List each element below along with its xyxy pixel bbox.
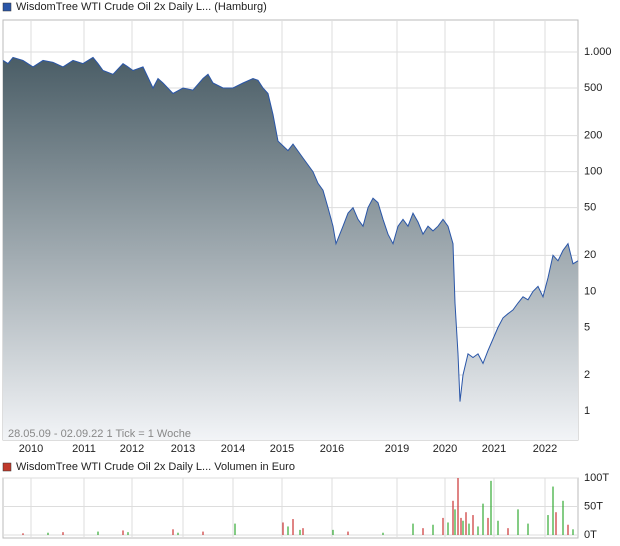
volume-bar (567, 524, 569, 535)
volume-bar (465, 512, 467, 535)
x-tick-label: 2012 (120, 443, 144, 455)
x-tick-label: 2021 (482, 443, 506, 455)
x-tick-label: 2015 (270, 443, 294, 455)
y-tick-label: 500 (584, 82, 602, 94)
legend-swatch (2, 2, 12, 12)
volume-bar (490, 480, 492, 535)
x-tick-label: 2016 (320, 443, 344, 455)
volume-bar (432, 524, 434, 535)
legend-swatch (2, 462, 12, 472)
y-tick-label: 1 (584, 405, 590, 417)
x-tick-label: 2020 (433, 443, 457, 455)
volume-bar (332, 529, 334, 535)
volume-bar (97, 531, 99, 535)
x-tick-label: 2010 (19, 443, 43, 455)
volume-bar (497, 520, 499, 535)
volume-bar (292, 519, 294, 535)
y-tick-label: 10 (584, 285, 596, 297)
price-title: WisdomTree WTI Crude Oil 2x Daily L... (… (16, 1, 267, 13)
volume-plot-frame (2, 477, 579, 539)
volume-bar (447, 522, 449, 535)
y-tick-label: 50 (584, 202, 596, 214)
annotation: 28.05.09 - 02.09.22 1 Tick = 1 Woche (8, 428, 191, 440)
x-tick-label: 2022 (533, 443, 557, 455)
volume-bar (62, 532, 64, 535)
volume-bar (287, 526, 289, 535)
volume-bar (527, 523, 529, 535)
volume-bar (47, 532, 49, 535)
volume-bar (382, 532, 384, 535)
x-tick-label: 2014 (221, 443, 245, 455)
volume-bar (460, 517, 462, 535)
volume-bar (299, 529, 301, 535)
y-tick-label: 50T (584, 500, 603, 512)
x-tick-label: 2013 (171, 443, 195, 455)
y-tick-label: 5 (584, 321, 590, 333)
volume-bar (422, 528, 424, 535)
volume-bar (507, 528, 509, 535)
x-tick-label: 2011 (72, 443, 96, 455)
volume-bar (477, 526, 479, 535)
y-tick-label: 2 (584, 369, 590, 381)
price-line (2, 56, 579, 402)
volume-bar (555, 512, 557, 535)
volume-bar (562, 500, 564, 535)
y-tick-label: 100 (584, 166, 602, 178)
y-tick-label: 1.000 (584, 46, 612, 58)
x-tick-label: 2019 (385, 443, 409, 455)
volume-bar (234, 523, 236, 535)
volume-bar (412, 523, 414, 535)
volume-bar (457, 478, 459, 535)
volume-bar (127, 532, 129, 535)
volume-bar (468, 523, 470, 535)
volume-bar (452, 500, 454, 535)
y-tick-label: 100T (584, 472, 609, 484)
volume-bar (302, 528, 304, 535)
volume-bar (572, 529, 574, 535)
volume-bar (462, 520, 464, 535)
y-tick-label: 20 (584, 249, 596, 261)
volume-bar (122, 530, 124, 535)
volume-bar (347, 531, 349, 535)
volume-bar (487, 517, 489, 535)
volume-bar (552, 486, 554, 535)
volume-bar (172, 529, 174, 535)
y-tick-label: 0T (584, 529, 597, 541)
volume-bar (177, 532, 179, 535)
volume-bar (442, 517, 444, 535)
volume-bar (202, 531, 204, 535)
volume-bar (517, 509, 519, 535)
volume-bar (282, 522, 284, 535)
volume-title: WisdomTree WTI Crude Oil 2x Daily L... V… (16, 461, 295, 473)
volume-bar (547, 515, 549, 535)
volume-bar (472, 515, 474, 535)
volume-bar (454, 509, 456, 535)
price-area (3, 57, 578, 441)
y-tick-label: 200 (584, 130, 602, 142)
volume-bar (22, 533, 24, 535)
volume-bar (482, 503, 484, 535)
